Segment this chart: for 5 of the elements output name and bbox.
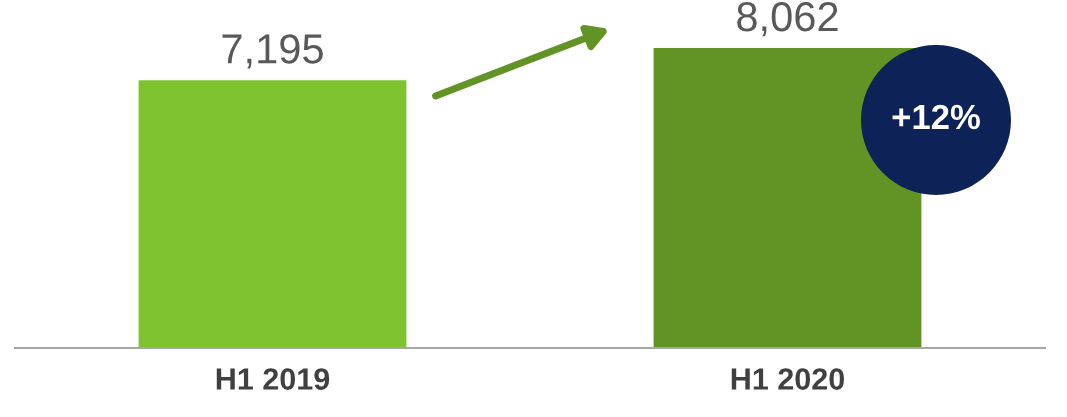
annotation: +12% [892,104,980,130]
data-label: 7,195 [222,34,323,69]
data-label: 8,062 [737,1,838,37]
x-tick-label: H1 2020 [731,368,845,390]
x-tick-label: H1 2019 [216,368,330,390]
